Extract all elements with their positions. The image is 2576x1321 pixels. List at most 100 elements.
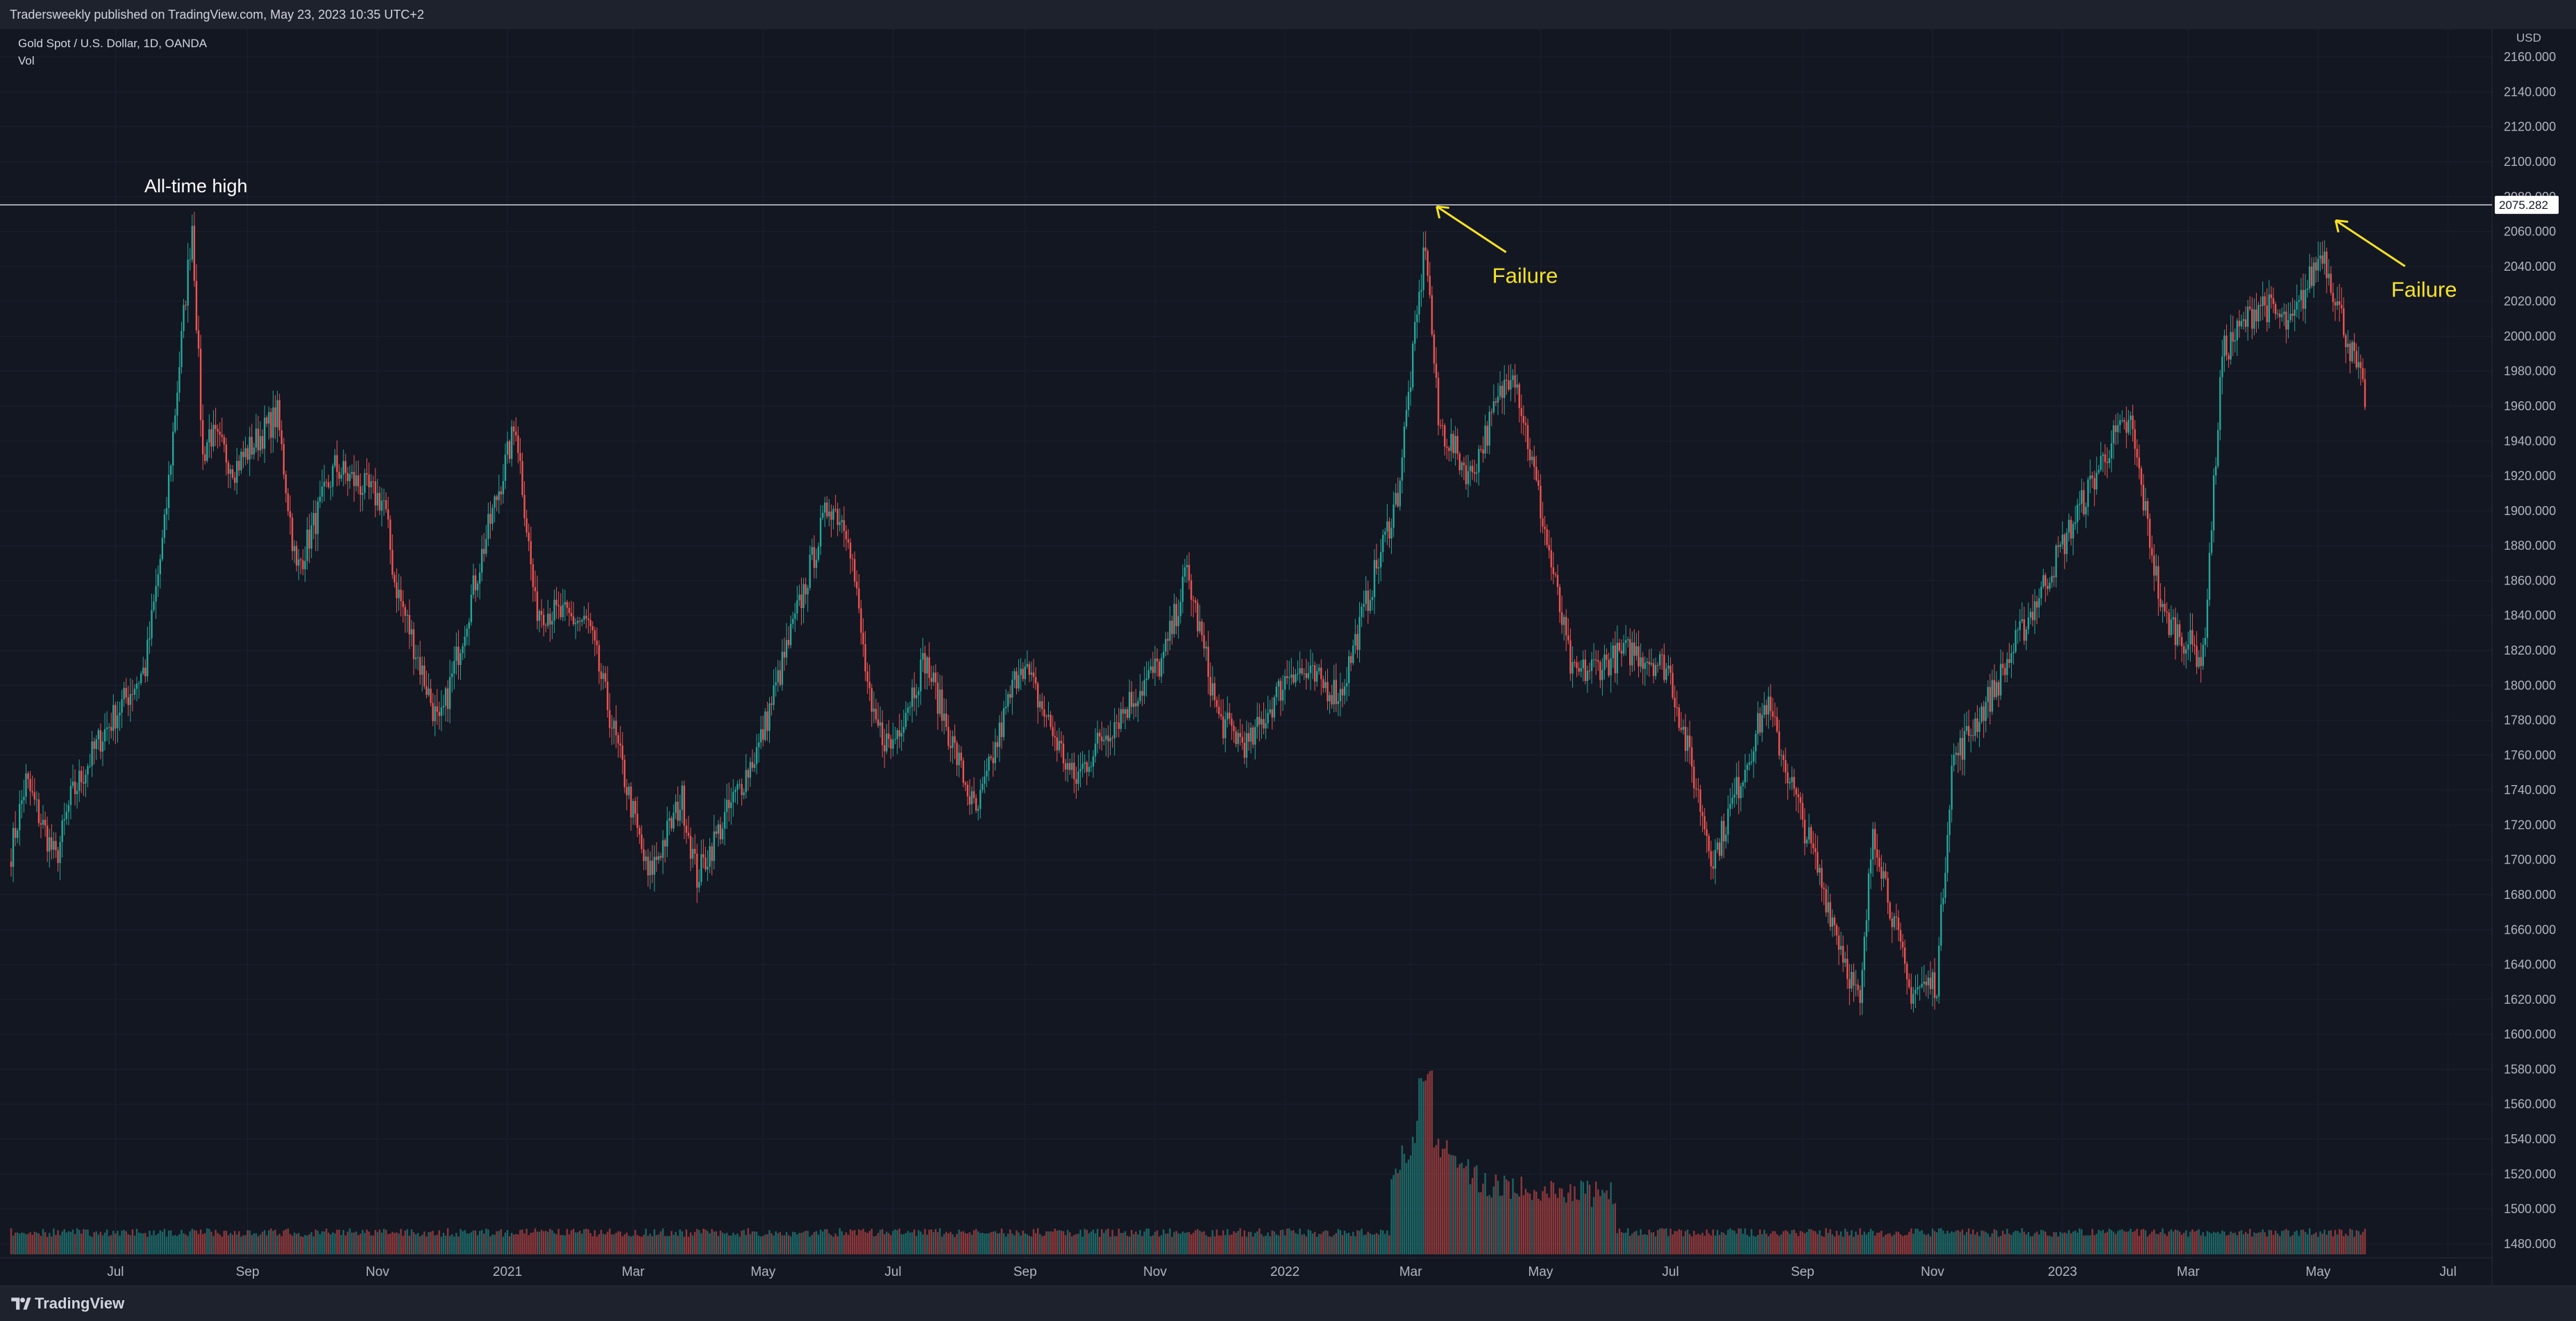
volume-bar [1092,1229,1095,1254]
candle [1520,407,1522,417]
price-chart[interactable]: USD2160.0002140.0002120.0002100.0002080.… [0,29,2576,1286]
volume-bar [743,1229,745,1254]
volume-bar [1638,1235,1640,1254]
candle [1761,714,1763,733]
candle [1222,716,1224,739]
volume-bar [1925,1235,1928,1254]
candle [1356,634,1358,650]
volume-bar [1697,1234,1699,1254]
candle [1329,695,1331,702]
tradingview-brand[interactable]: TradingView [35,1295,125,1312]
volume-bar [1652,1232,1655,1254]
volume-bar [1953,1232,1955,1254]
candle [1143,680,1145,696]
volume-bar [922,1234,924,1254]
candle [557,605,559,607]
volume-bar [2064,1232,2066,1254]
candle [408,614,411,634]
candle [334,455,336,466]
volume-bar [142,1233,144,1254]
volume-bar [1399,1170,1401,1254]
volume-bar [451,1234,453,1254]
candle [1281,689,1284,701]
candle [283,444,285,475]
volume-bar [2091,1229,2094,1254]
volume-bar [613,1234,615,1254]
candle [736,784,739,790]
volume-bar [1118,1229,1120,1254]
volume-bar [398,1234,400,1254]
candle [2332,292,2334,303]
volume-bar [911,1232,914,1254]
volume-bar [2225,1235,2228,1254]
volume-bar [1678,1229,1681,1254]
volume-bar [854,1229,856,1254]
volume-bar [988,1233,990,1254]
candle [1128,691,1131,718]
candle [432,702,434,721]
volume-bar [977,1231,979,1254]
candle [1020,668,1022,675]
candle [711,846,713,861]
candle [2238,320,2241,327]
volume-bar [745,1235,747,1254]
volume-bar [1492,1186,1495,1254]
y-tick-label: 1780.000 [2504,714,2556,727]
volume-bar [1961,1229,1964,1254]
candle [1011,680,1013,698]
candle [868,682,870,689]
candle [992,757,994,764]
volume-bar [321,1231,323,1254]
volume-bar [1710,1235,1712,1254]
volume-bar [1113,1236,1116,1254]
volume-bar [1311,1234,1314,1254]
candle [1086,762,1088,772]
volume-bar [1821,1236,1823,1254]
candle [1311,665,1314,666]
volume-bar [996,1233,999,1254]
candle [815,559,818,569]
candle [304,560,306,569]
volume-bar [2059,1231,2062,1254]
candle [317,501,319,535]
volume-bar [1723,1233,1725,1254]
candle [1190,580,1193,600]
candle [312,513,314,525]
candle [314,513,317,535]
candle [487,514,489,539]
price-line-tag [2495,196,2559,214]
candle [259,436,262,451]
candle [1501,385,1504,398]
volume-bar [2116,1231,2119,1254]
volume-bar [730,1235,732,1254]
candle [268,412,270,424]
y-tick-label: 2160.000 [2504,50,2556,64]
volume-bar [1827,1233,1829,1254]
candle [2048,582,2051,589]
candle [689,835,692,859]
volume-bar [749,1234,752,1254]
x-tick-label: May [2306,1265,2331,1279]
candle [1840,945,1842,950]
volume-bar [496,1231,498,1254]
candle [1060,741,1063,744]
candle [1504,379,1506,398]
candle [822,512,824,519]
candle [2038,598,2040,608]
candle [1610,658,1612,675]
volume-bar [894,1229,896,1254]
volume-bar [1437,1138,1440,1254]
candle [649,860,651,876]
candle [1377,567,1380,569]
candle [1186,564,1188,568]
tradingview-logo-icon[interactable] [10,1295,32,1312]
candle [1931,972,1934,989]
candle [1735,777,1737,795]
candle [351,471,353,474]
volume-bar [12,1235,15,1254]
volume-bar [2249,1229,2251,1254]
candle [1307,673,1310,678]
volume-bar [1663,1229,1665,1254]
volume-bar [1921,1230,1923,1254]
volume-bar [796,1234,798,1254]
